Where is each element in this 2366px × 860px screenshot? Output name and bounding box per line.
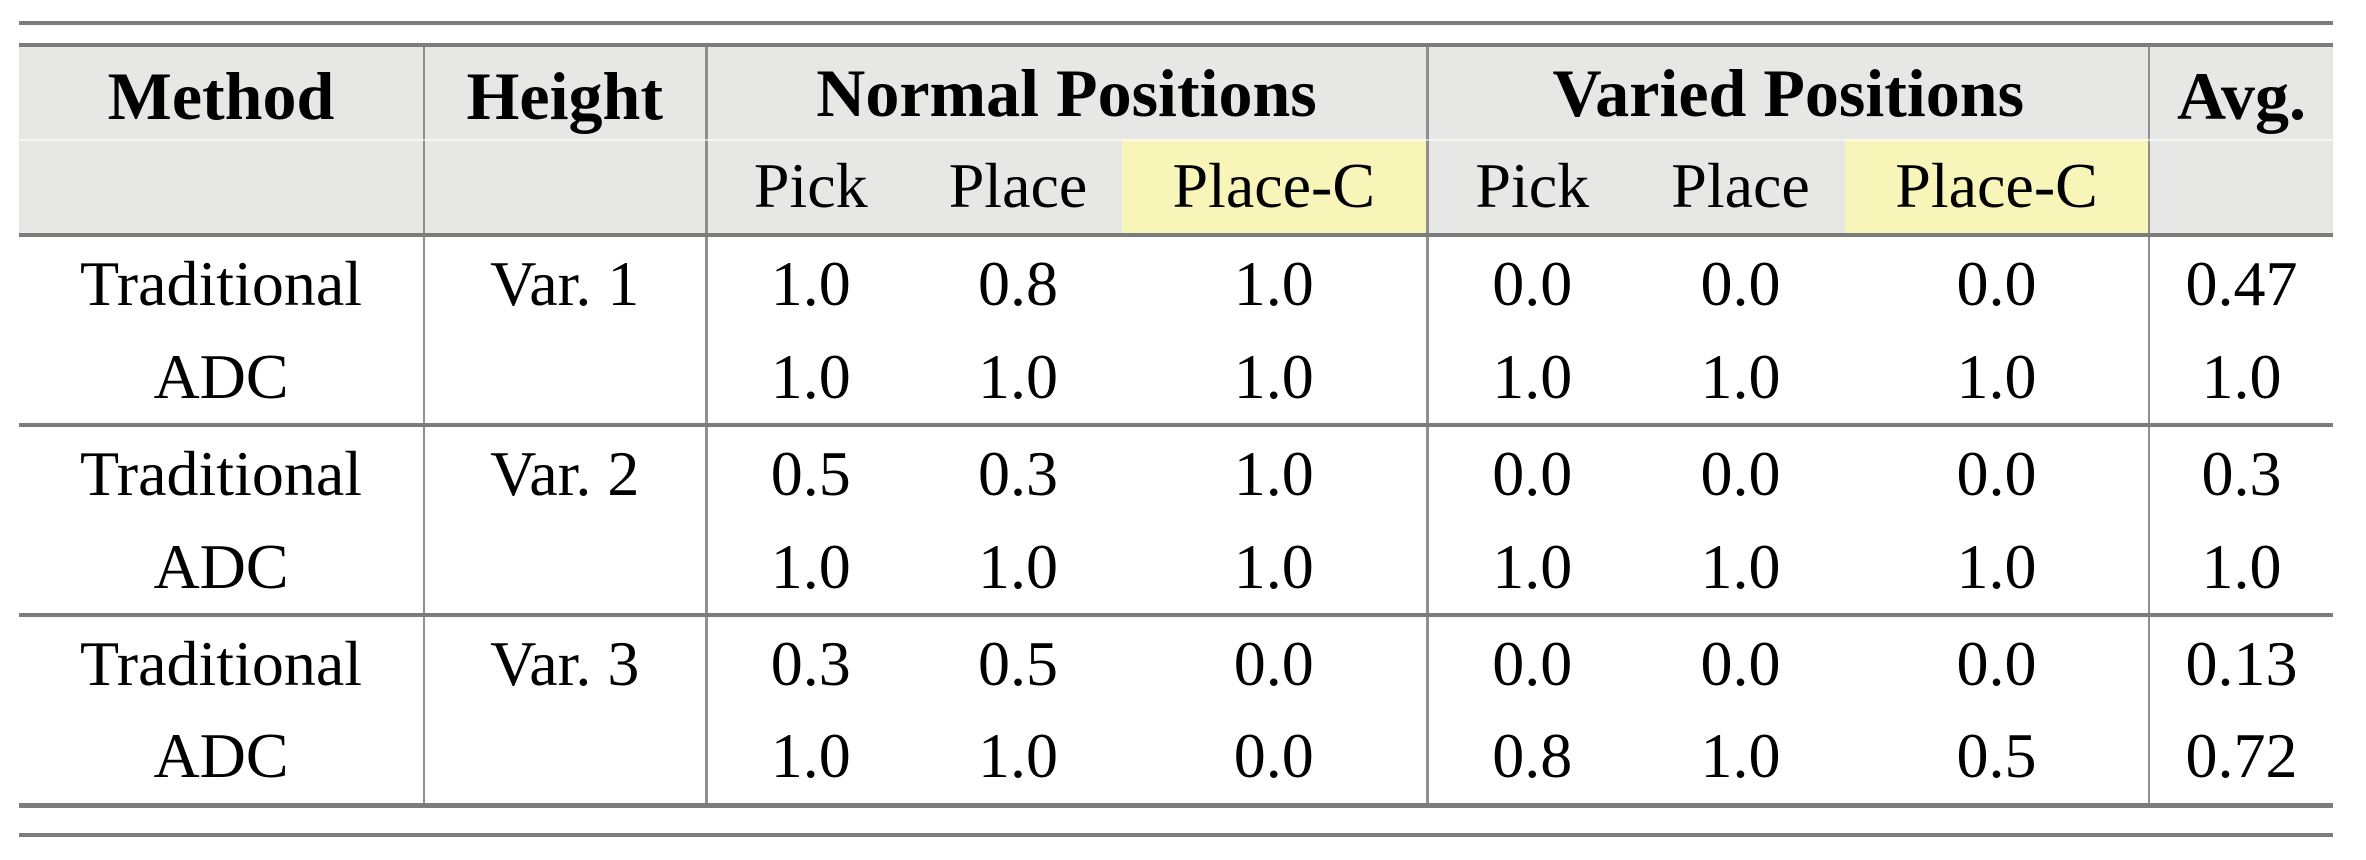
table-header: Method Height Normal Positions Varied Po… (19, 45, 2334, 237)
varied-place-cell: 1.0 (1636, 710, 1846, 808)
normal-place-cell: 1.0 (914, 520, 1122, 617)
normal-place-c-cell: 1.0 (1122, 425, 1429, 520)
header-normal-pick: Pick (706, 139, 914, 237)
varied-place-c-cell: 1.0 (1845, 520, 2151, 617)
normal-place-c-cell: 1.0 (1122, 330, 1429, 427)
table-row-var3-adc: ADC 1.0 1.0 0.0 0.8 1.0 0.5 0.72 (19, 710, 2334, 808)
varied-place-cell: 0.0 (1636, 425, 1846, 520)
varied-pick-cell: 1.0 (1427, 520, 1637, 617)
header-varied-place-c-highlighted: Place-C (1845, 139, 2151, 237)
varied-pick-cell: 0.0 (1427, 615, 1637, 710)
method-cell: Traditional (19, 615, 425, 710)
header-varied-place: Place (1636, 139, 1846, 237)
method-cell: ADC (19, 330, 425, 427)
header-row-subcolumns: Pick Place Place-C Pick Place Place-C (19, 139, 2333, 237)
varied-place-c-cell: 0.0 (1845, 235, 2151, 330)
normal-place-c-cell: 0.0 (1122, 615, 1429, 710)
normal-place-cell: 0.8 (914, 235, 1122, 330)
header-varied-pick: Pick (1427, 139, 1637, 237)
height-cell: Var. 2 (424, 425, 708, 520)
method-cell: ADC (19, 520, 425, 617)
header-varied-positions: Varied Positions (1427, 45, 2151, 139)
varied-place-c-cell: 0.0 (1845, 425, 2151, 520)
varied-place-cell: 1.0 (1636, 330, 1846, 427)
method-cell: Traditional (19, 235, 425, 330)
normal-place-c-cell: 1.0 (1122, 520, 1429, 617)
normal-place-cell: 1.0 (914, 330, 1122, 427)
header-normal-place-c-highlighted: Place-C (1122, 139, 1429, 237)
height-cell: Var. 3 (424, 615, 708, 710)
bottom-double-rule (19, 833, 2333, 837)
method-cell: ADC (19, 710, 425, 808)
header-normal-positions: Normal Positions (706, 45, 1429, 139)
normal-pick-cell: 1.0 (706, 710, 914, 808)
varied-place-cell: 1.0 (1636, 520, 1846, 617)
table-row-var1-traditional: Traditional Var. 1 1.0 0.8 1.0 0.0 0.0 0… (19, 235, 2334, 330)
header-normal-place: Place (914, 139, 1122, 237)
avg-cell: 0.72 (2149, 710, 2334, 808)
normal-pick-cell: 1.0 (706, 235, 914, 330)
normal-place-cell: 1.0 (914, 710, 1122, 808)
normal-pick-cell: 1.0 (706, 520, 914, 617)
avg-cell: 1.0 (2149, 330, 2334, 427)
normal-place-cell: 0.3 (914, 425, 1122, 520)
method-cell: Traditional (19, 425, 425, 520)
header-method: Method (19, 45, 425, 237)
varied-pick-cell: 0.8 (1427, 710, 1637, 808)
normal-place-cell: 0.5 (914, 615, 1122, 710)
table-body: Traditional Var. 1 1.0 0.8 1.0 0.0 0.0 0… (19, 235, 2334, 808)
header-height: Height (424, 45, 708, 237)
top-double-rule (19, 21, 2333, 25)
normal-place-c-cell: 1.0 (1122, 235, 1429, 330)
varied-pick-cell: 1.0 (1427, 330, 1637, 427)
varied-pick-cell: 0.0 (1427, 235, 1637, 330)
table-row-var2-adc: ADC 1.0 1.0 1.0 1.0 1.0 1.0 1.0 (19, 520, 2334, 617)
varied-pick-cell: 0.0 (1427, 425, 1637, 520)
results-table: Method Height Normal Positions Varied Po… (19, 43, 2334, 808)
height-cell (424, 330, 708, 427)
height-cell (424, 520, 708, 617)
normal-pick-cell: 0.5 (706, 425, 914, 520)
normal-place-c-cell: 0.0 (1122, 710, 1429, 808)
varied-place-c-cell: 0.0 (1845, 615, 2151, 710)
table-row-var3-traditional: Traditional Var. 3 0.3 0.5 0.0 0.0 0.0 0… (19, 615, 2334, 710)
varied-place-c-cell: 0.5 (1845, 710, 2151, 808)
varied-place-cell: 0.0 (1636, 615, 1846, 710)
table-row-var1-adc: ADC 1.0 1.0 1.0 1.0 1.0 1.0 1.0 (19, 330, 2334, 427)
normal-pick-cell: 1.0 (706, 330, 914, 427)
table-row-var2-traditional: Traditional Var. 2 0.5 0.3 1.0 0.0 0.0 0… (19, 425, 2334, 520)
varied-place-cell: 0.0 (1636, 235, 1846, 330)
header-avg: Avg. (2149, 45, 2334, 237)
avg-cell: 1.0 (2149, 520, 2334, 617)
height-cell (424, 710, 708, 808)
height-cell: Var. 1 (424, 235, 708, 330)
avg-cell: 0.47 (2149, 235, 2334, 330)
header-row-groups: Method Height Normal Positions Varied Po… (19, 45, 2334, 237)
avg-cell: 0.13 (2149, 615, 2334, 710)
normal-pick-cell: 0.3 (706, 615, 914, 710)
varied-place-c-cell: 1.0 (1845, 330, 2151, 427)
avg-cell: 0.3 (2149, 425, 2334, 520)
